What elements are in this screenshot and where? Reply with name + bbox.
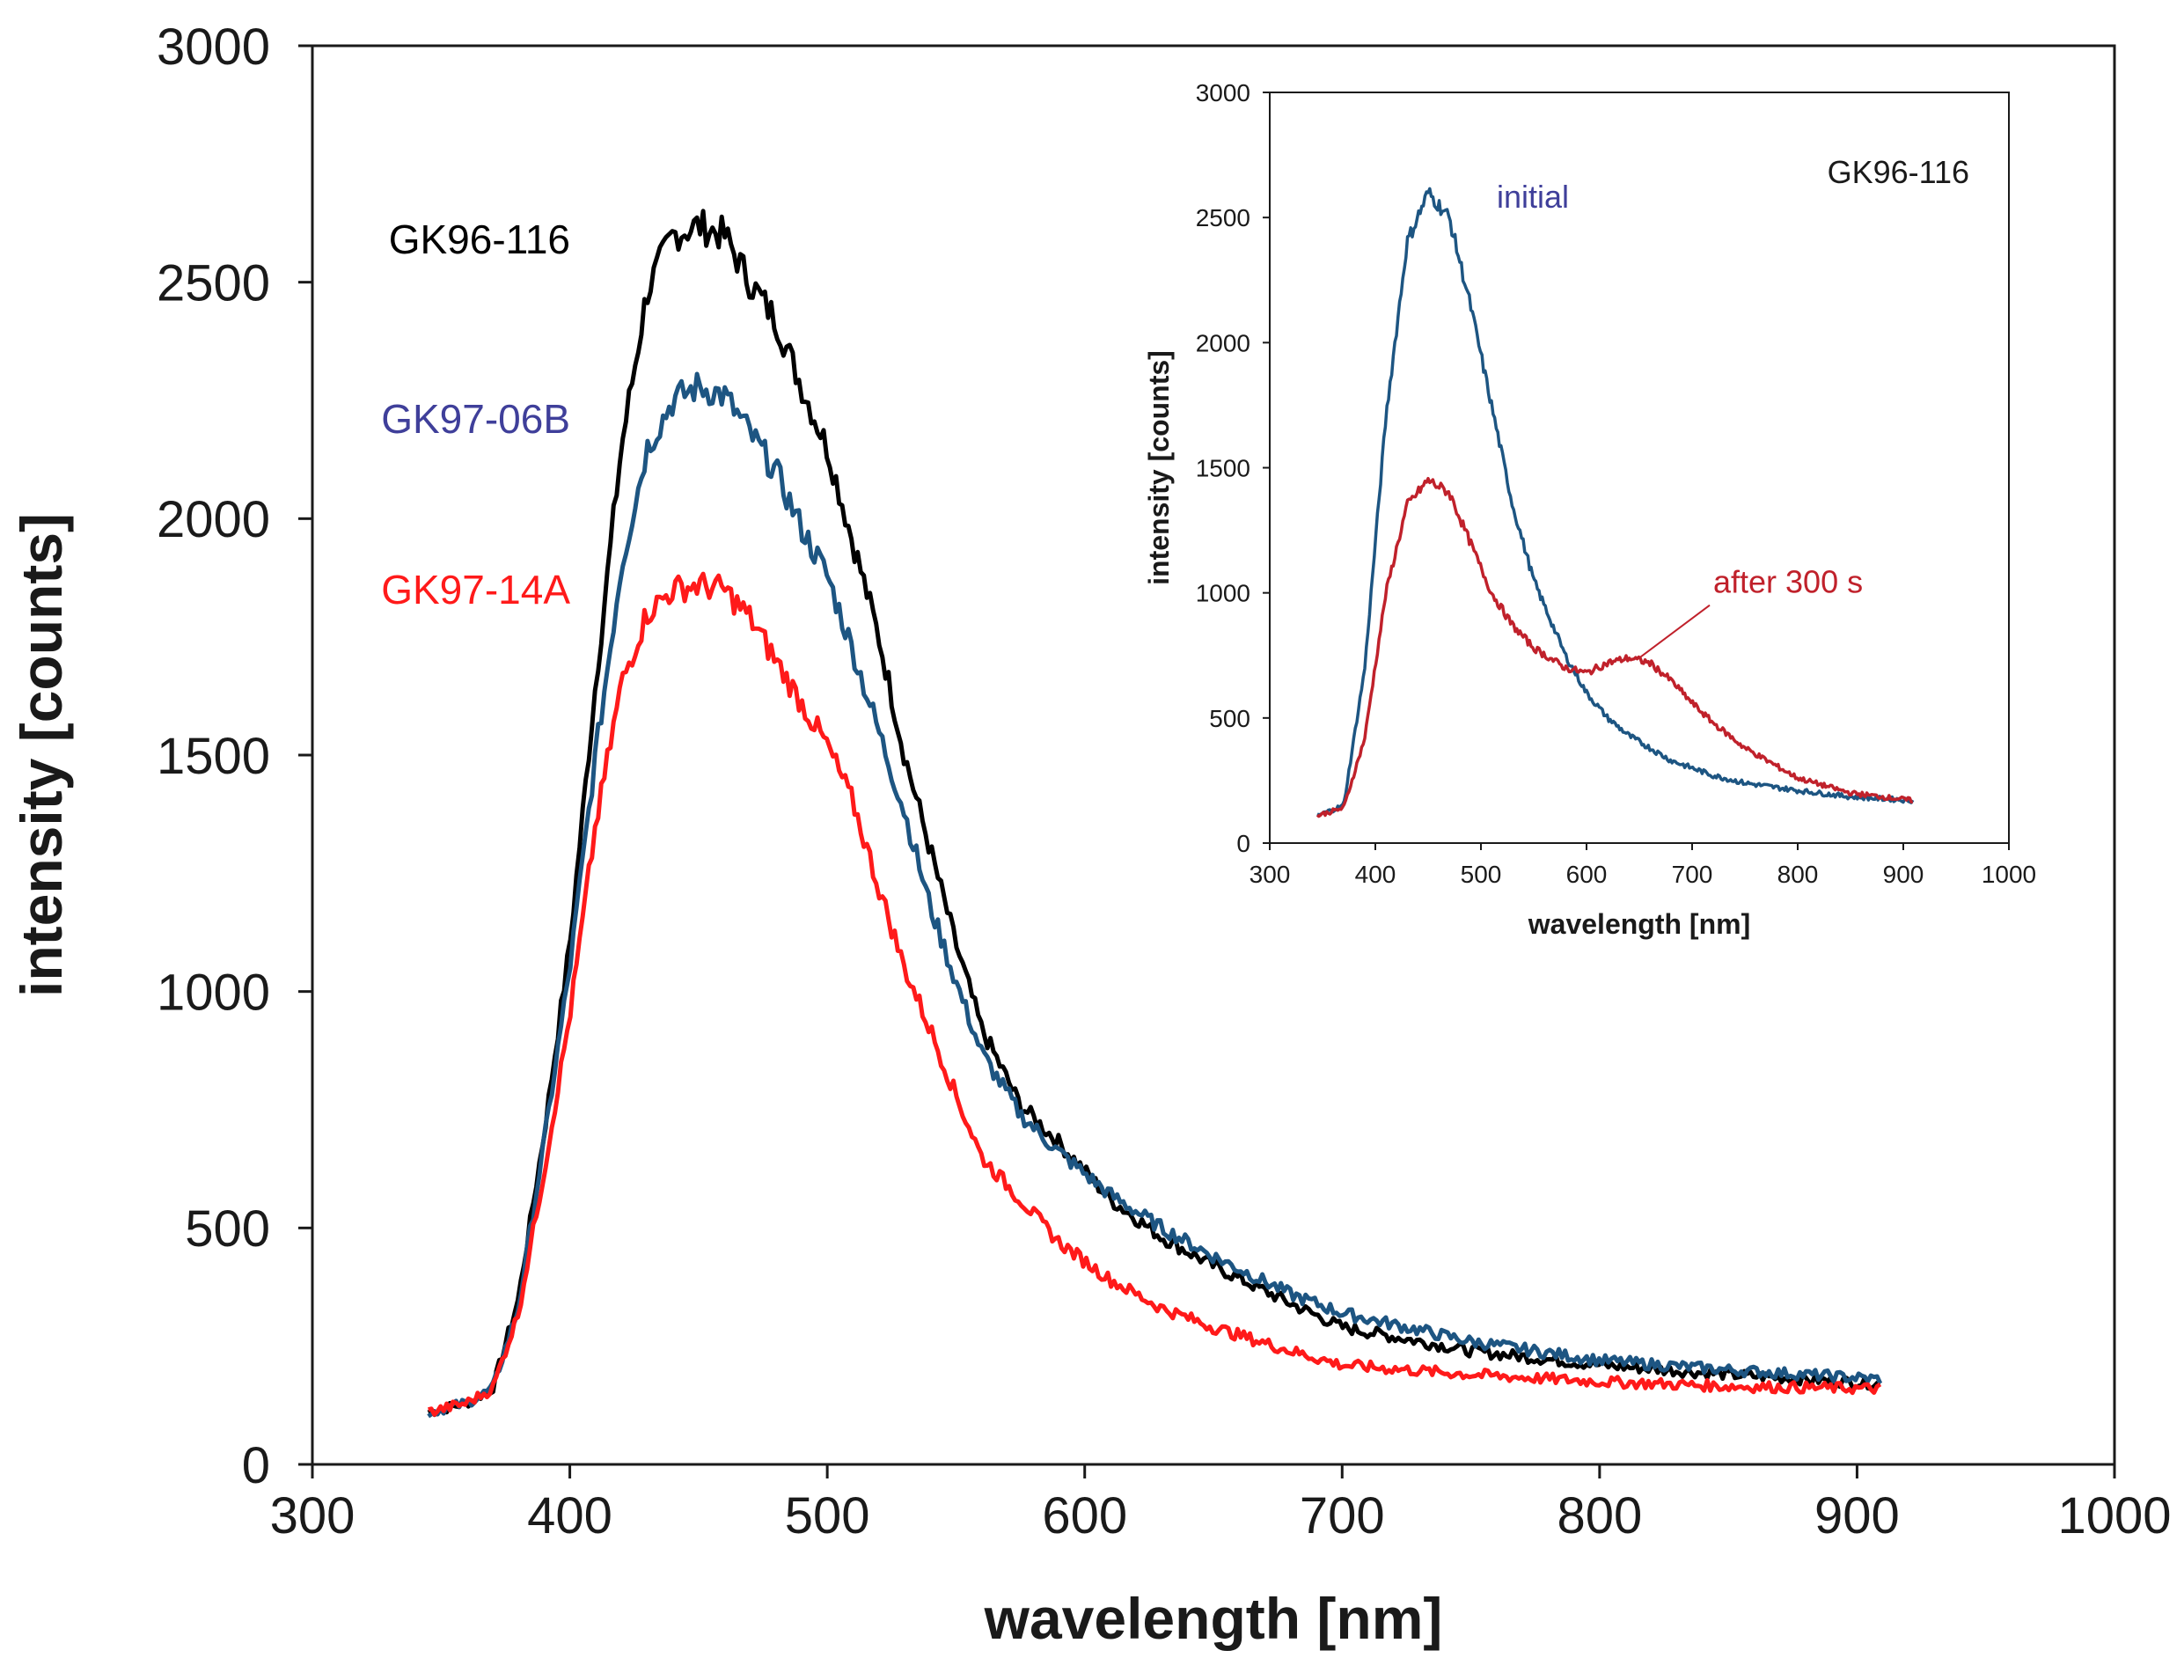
inset-axes: 300 400 500 600 700 800 900 1000 0 500 1000 1500 200… (1143, 79, 2036, 940)
main-series-group (427, 209, 1883, 1419)
legend-label-gk97-06b: GK97-06B (381, 396, 570, 442)
main-y-tick-label-2000: 2000 (157, 491, 270, 548)
inset-background (1270, 92, 2009, 843)
main-x-tick-label-500: 500 (785, 1487, 870, 1544)
main-y-tick-label-1500: 1500 (157, 728, 270, 785)
inset-x-tick-label-600: 600 (1566, 861, 1608, 888)
inset-annotation-after-300-s: after 300 s (1713, 564, 1863, 600)
main-series-line-gk97-14a (428, 571, 1882, 1417)
inset-x-tick-label-900: 900 (1883, 861, 1924, 888)
inset-x-tick-label-1000: 1000 (1982, 861, 2036, 888)
main-series-line-gk96-116 (427, 209, 1881, 1418)
legend-label-gk96-116: GK96-116 (389, 216, 570, 262)
legend-label-gk97-14a: GK97-14A (381, 567, 570, 613)
main-y-tick-label-3000: 3000 (157, 18, 270, 76)
inset-x-tick-label-400: 400 (1355, 861, 1396, 888)
inset-y-tick-label-1000: 1000 (1196, 580, 1250, 607)
inset-y-axis-title: intensity [counts] (1143, 350, 1175, 585)
inset-annotation-arrow (1638, 604, 1711, 659)
inset-x-axis-title: wavelength [nm] (1528, 908, 1750, 940)
inset-x-tick-label-700: 700 (1672, 861, 1713, 888)
inset-annotation-initial: initial (1497, 179, 1569, 215)
inset-y-tick-label-500: 500 (1209, 705, 1250, 732)
inset-series-line-initial (1316, 187, 1915, 817)
main-x-axis-title: wavelength [nm] (984, 1586, 1443, 1651)
main-y-tick-label-1000: 1000 (157, 965, 270, 1022)
inset-x-tick-label-500: 500 (1461, 861, 1502, 888)
inset-x-tick-label-800: 800 (1777, 861, 1819, 888)
main-x-tick-label-300: 300 (270, 1487, 355, 1544)
main-y-tick-label-0: 0 (242, 1437, 270, 1494)
main-x-tick-label-900: 900 (1814, 1487, 1900, 1544)
inset-annotations: GK96-116 initial after 300 s (1497, 154, 1969, 659)
inset-y-tick-label-0: 0 (1236, 830, 1250, 857)
main-x-tick-label-600: 600 (1042, 1487, 1127, 1544)
inset-series-line-after-300-s (1316, 476, 1913, 818)
inset-title-label: GK96-116 (1828, 154, 1969, 190)
inset-y-tick-label-2000: 2000 (1196, 329, 1250, 356)
inset-y-tick-label-1500: 1500 (1196, 455, 1250, 482)
inset-y-tick-label-2500: 2500 (1196, 204, 1250, 231)
main-x-tick-label-400: 400 (527, 1487, 612, 1544)
inset-y-tick-label-3000: 3000 (1196, 79, 1250, 106)
main-legend: GK96-116 GK97-06B GK97-14A (381, 216, 570, 613)
main-series-line-gk97-06b (427, 371, 1883, 1419)
main-x-tick-label-700: 700 (1300, 1487, 1385, 1544)
inset-x-tick-label-300: 300 (1250, 861, 1291, 888)
main-y-tick-label-500: 500 (185, 1200, 270, 1258)
main-x-tick-label-1000: 1000 (2057, 1487, 2171, 1544)
main-axes: 300 400 500 600 700 800 900 1000 0 500 1000 1500 200… (9, 18, 2172, 1651)
main-x-tick-label-800: 800 (1557, 1487, 1642, 1544)
main-y-tick-label-2500: 2500 (157, 255, 270, 312)
main-y-axis-title: intensity [counts] (9, 513, 74, 997)
inset-series-group (1316, 187, 1915, 818)
